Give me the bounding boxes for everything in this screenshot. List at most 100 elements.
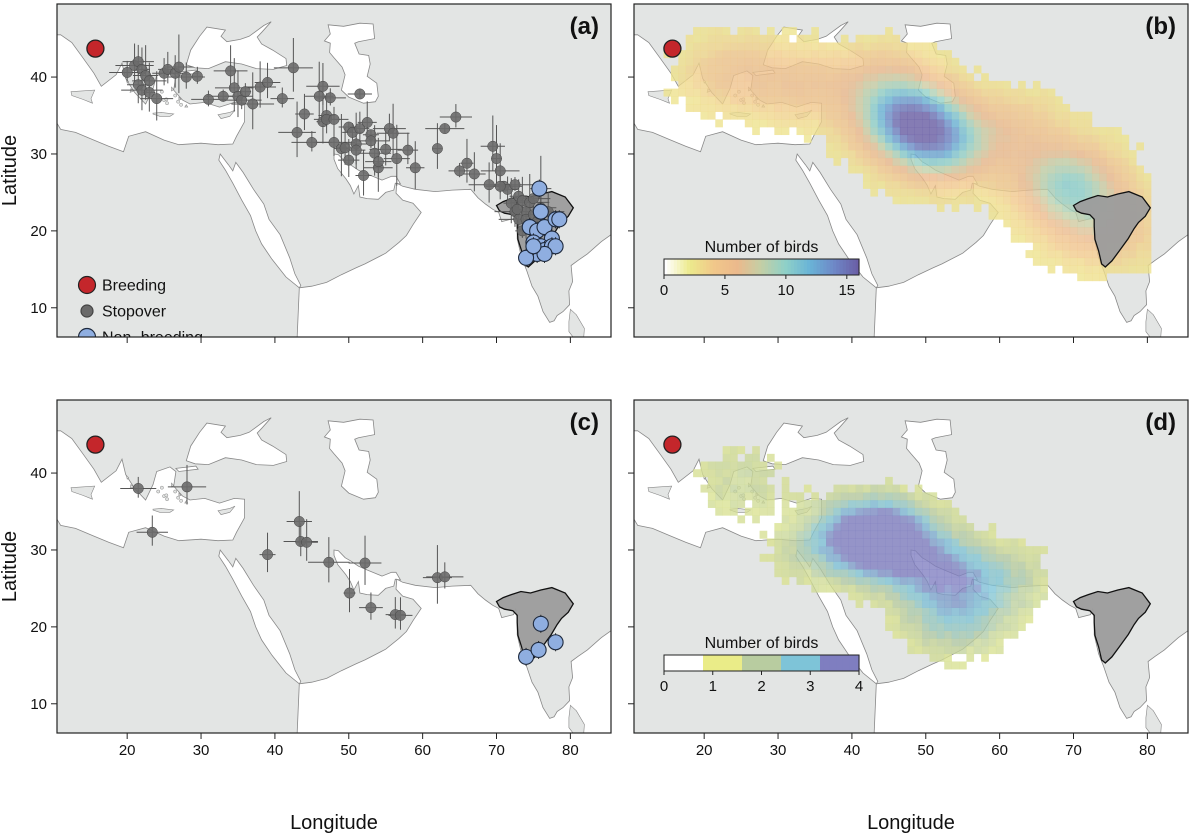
heat-cell bbox=[766, 34, 775, 43]
heat-cell bbox=[1077, 219, 1085, 228]
heat-cell bbox=[944, 73, 952, 82]
sea-redsea bbox=[795, 153, 879, 289]
nonbreeding-point bbox=[530, 641, 547, 658]
heat-cell bbox=[899, 592, 908, 601]
heat-cell bbox=[722, 469, 731, 478]
heat-cell bbox=[1010, 576, 1019, 585]
heat-cell bbox=[685, 65, 694, 74]
heat-cell bbox=[870, 484, 879, 493]
heat-cell bbox=[840, 492, 849, 501]
stopover-point bbox=[324, 92, 336, 104]
heat-cell bbox=[848, 538, 856, 547]
heat-cell bbox=[855, 127, 864, 136]
heat-cell bbox=[966, 584, 975, 593]
colorbar-swatch bbox=[690, 259, 694, 275]
heat-cell bbox=[936, 523, 945, 532]
heat-cell bbox=[929, 142, 938, 151]
heat-cell bbox=[796, 515, 805, 524]
stopover-point bbox=[391, 153, 403, 165]
heat-cell bbox=[892, 127, 901, 136]
heat-cell bbox=[840, 65, 849, 74]
heat-cell bbox=[1003, 623, 1012, 632]
heat-cell bbox=[907, 188, 915, 197]
colorbar-frame bbox=[663, 258, 860, 276]
heat-cell bbox=[789, 88, 797, 97]
heat-cell bbox=[1055, 211, 1063, 220]
heat-cell bbox=[922, 150, 930, 159]
heat-cell bbox=[966, 623, 975, 632]
heat-cell bbox=[877, 492, 886, 501]
heat-cell bbox=[907, 88, 915, 97]
colorbar-swatch bbox=[836, 655, 841, 671]
heat-cell bbox=[693, 27, 701, 36]
heat-cell bbox=[833, 150, 842, 159]
heat-cell bbox=[995, 88, 1004, 97]
breeding-point bbox=[663, 435, 682, 454]
heat-cell bbox=[944, 630, 952, 639]
heat-cell bbox=[818, 507, 827, 516]
heat-cell bbox=[759, 484, 768, 493]
heat-cell bbox=[1091, 265, 1100, 274]
stopover-point bbox=[461, 157, 473, 169]
heat-cell bbox=[1040, 227, 1048, 236]
heat-cell bbox=[899, 157, 908, 166]
heat-cell bbox=[1040, 173, 1048, 182]
heat-cell bbox=[722, 42, 731, 51]
heat-cell bbox=[752, 492, 760, 501]
heat-cell bbox=[944, 96, 952, 105]
heat-cell bbox=[922, 57, 930, 66]
heat-cell bbox=[811, 492, 819, 501]
heat-cell bbox=[1032, 188, 1041, 197]
heat-cell bbox=[811, 576, 819, 585]
heat-cell bbox=[715, 507, 723, 516]
sea-redsea bbox=[218, 549, 302, 685]
x-tick-label: 60 bbox=[991, 742, 1008, 759]
heat-cell bbox=[951, 111, 960, 120]
heat-cell bbox=[781, 499, 790, 508]
heat-cell bbox=[877, 538, 886, 547]
heat-cell bbox=[1047, 134, 1056, 143]
heat-cell bbox=[936, 546, 945, 555]
heat-cell bbox=[870, 157, 879, 166]
heat-cell bbox=[988, 188, 997, 197]
heat-cell bbox=[848, 561, 856, 570]
heat-cell bbox=[1003, 88, 1012, 97]
heat-cell bbox=[899, 111, 908, 120]
heat-cell bbox=[1018, 227, 1026, 236]
y-tick-label: 10 bbox=[30, 300, 47, 317]
heat-cell bbox=[833, 111, 842, 120]
colorbar-swatch bbox=[784, 259, 789, 275]
heat-cell bbox=[1084, 219, 1093, 228]
heat-cell bbox=[929, 173, 938, 182]
panel-label: (a) bbox=[570, 13, 599, 40]
y-tick-label: 40 bbox=[30, 465, 47, 482]
heat-cell bbox=[796, 111, 805, 120]
heat-cell bbox=[1018, 219, 1026, 228]
heat-cell bbox=[929, 157, 938, 166]
heat-cell bbox=[1047, 103, 1056, 112]
heat-cell bbox=[959, 607, 967, 616]
heat-cell bbox=[907, 157, 915, 166]
heat-cell bbox=[899, 88, 908, 97]
heat-cell bbox=[1032, 157, 1041, 166]
heat-cell bbox=[700, 469, 709, 478]
heat-cell bbox=[936, 57, 945, 66]
heat-cell bbox=[1077, 127, 1085, 136]
x-tick-label: 40 bbox=[844, 742, 861, 759]
heat-cell bbox=[988, 630, 997, 639]
heat-cell bbox=[826, 150, 834, 159]
heat-cell bbox=[811, 569, 819, 578]
heat-cell bbox=[988, 150, 997, 159]
heat-cell bbox=[885, 134, 893, 143]
heat-cell bbox=[899, 484, 908, 493]
colorbar-tick-label: 1 bbox=[709, 678, 717, 695]
heat-cell bbox=[870, 73, 879, 82]
heat-cell bbox=[929, 150, 938, 159]
heat-cell bbox=[1018, 165, 1026, 174]
heat-cell bbox=[796, 127, 805, 136]
colorbar-swatch bbox=[667, 259, 672, 275]
heat-cell bbox=[929, 127, 938, 136]
heat-cell bbox=[877, 42, 886, 51]
heat-cell bbox=[1047, 242, 1056, 251]
heat-cell bbox=[1136, 188, 1144, 197]
